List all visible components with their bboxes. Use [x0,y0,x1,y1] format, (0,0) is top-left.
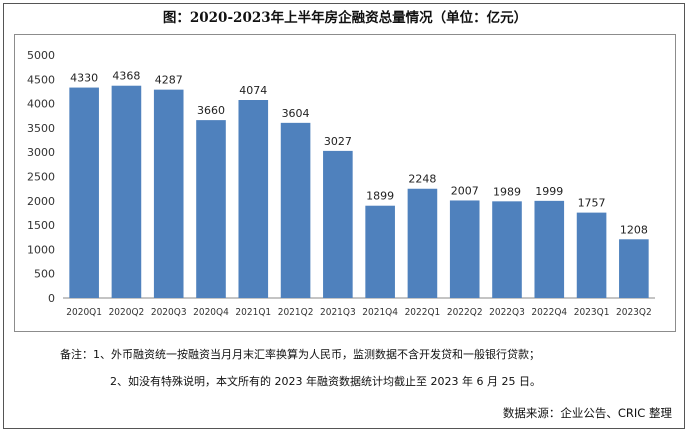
bar [238,100,269,298]
data-label: 2007 [451,184,479,197]
y-tick-label: 3000 [27,146,55,159]
note-line-2: 2、如没有特殊说明，本文所有的 2023 年融资数据统计均截止至 2023 年 … [110,375,541,388]
bar [576,212,607,298]
x-tick-label: 2021Q1 [235,307,271,318]
bar [492,201,522,298]
y-tick-label: 2500 [27,171,55,184]
data-label: 4074 [239,84,267,97]
y-tick-label: 5000 [27,49,55,62]
data-label: 1999 [535,185,563,198]
data-label: 1757 [578,197,606,210]
y-tick-label: 4000 [27,98,55,111]
bar [365,205,395,298]
data-label: 4368 [112,70,140,83]
data-label: 2248 [408,173,436,186]
x-tick-label: 2020Q4 [193,307,229,318]
x-tick-label: 2021Q2 [278,307,314,318]
bar [196,120,226,299]
bar [534,200,565,298]
data-label: 3027 [324,135,352,148]
bar [449,200,480,298]
data-source: 数据来源：企业公告、CRIC 整理 [502,406,672,420]
x-tick-label: 2022Q2 [447,307,483,318]
bar [280,122,311,298]
x-tick-label: 2021Q3 [320,307,356,318]
x-tick-label: 2020Q2 [109,307,145,318]
data-label: 3604 [282,107,310,120]
y-tick-label: 1000 [27,243,55,256]
y-tick-label: 3500 [27,122,55,135]
bar [111,85,142,298]
data-label: 1208 [620,223,648,236]
note-line-1: 备注：1、外币融资统一按融资当月月末汇率换算为人民币，监测数据不含开发贷和一般银… [60,348,540,361]
x-tick-label: 2023Q2 [616,307,652,318]
y-tick-label: 500 [34,268,55,281]
x-tick-label: 2023Q1 [574,307,610,318]
bar [619,239,649,298]
x-tick-label: 2020Q1 [66,307,102,318]
x-tick-label: 2021Q4 [362,307,398,318]
data-label: 3660 [197,104,225,117]
x-tick-label: 2020Q3 [151,307,187,318]
x-tick-label: 2022Q4 [531,307,567,318]
x-tick-label: 2022Q1 [405,307,441,318]
bar [407,188,438,298]
data-label: 4330 [70,72,98,85]
chart-title: 图：2020-2023年上半年房企融资总量情况（单位：亿元） [162,10,528,26]
y-tick-label: 4500 [27,73,55,86]
chart-area: 0 500 1000 1500 2000 2500 3000 3500 4000 4500 5000… [14,34,676,332]
y-tick-label: 2000 [27,195,55,208]
y-tick-label: 0 [48,292,55,305]
y-tick-label: 1500 [27,219,55,232]
bar [323,150,353,298]
data-label: 4287 [155,74,183,87]
data-label: 1989 [493,185,521,198]
bar [153,89,184,298]
bar-chart: 0 500 1000 1500 2000 2500 3000 3500 4000 4500 5000… [27,49,655,318]
data-label: 1899 [366,190,394,203]
x-tick-label: 2022Q3 [489,307,525,318]
bar [69,87,99,298]
